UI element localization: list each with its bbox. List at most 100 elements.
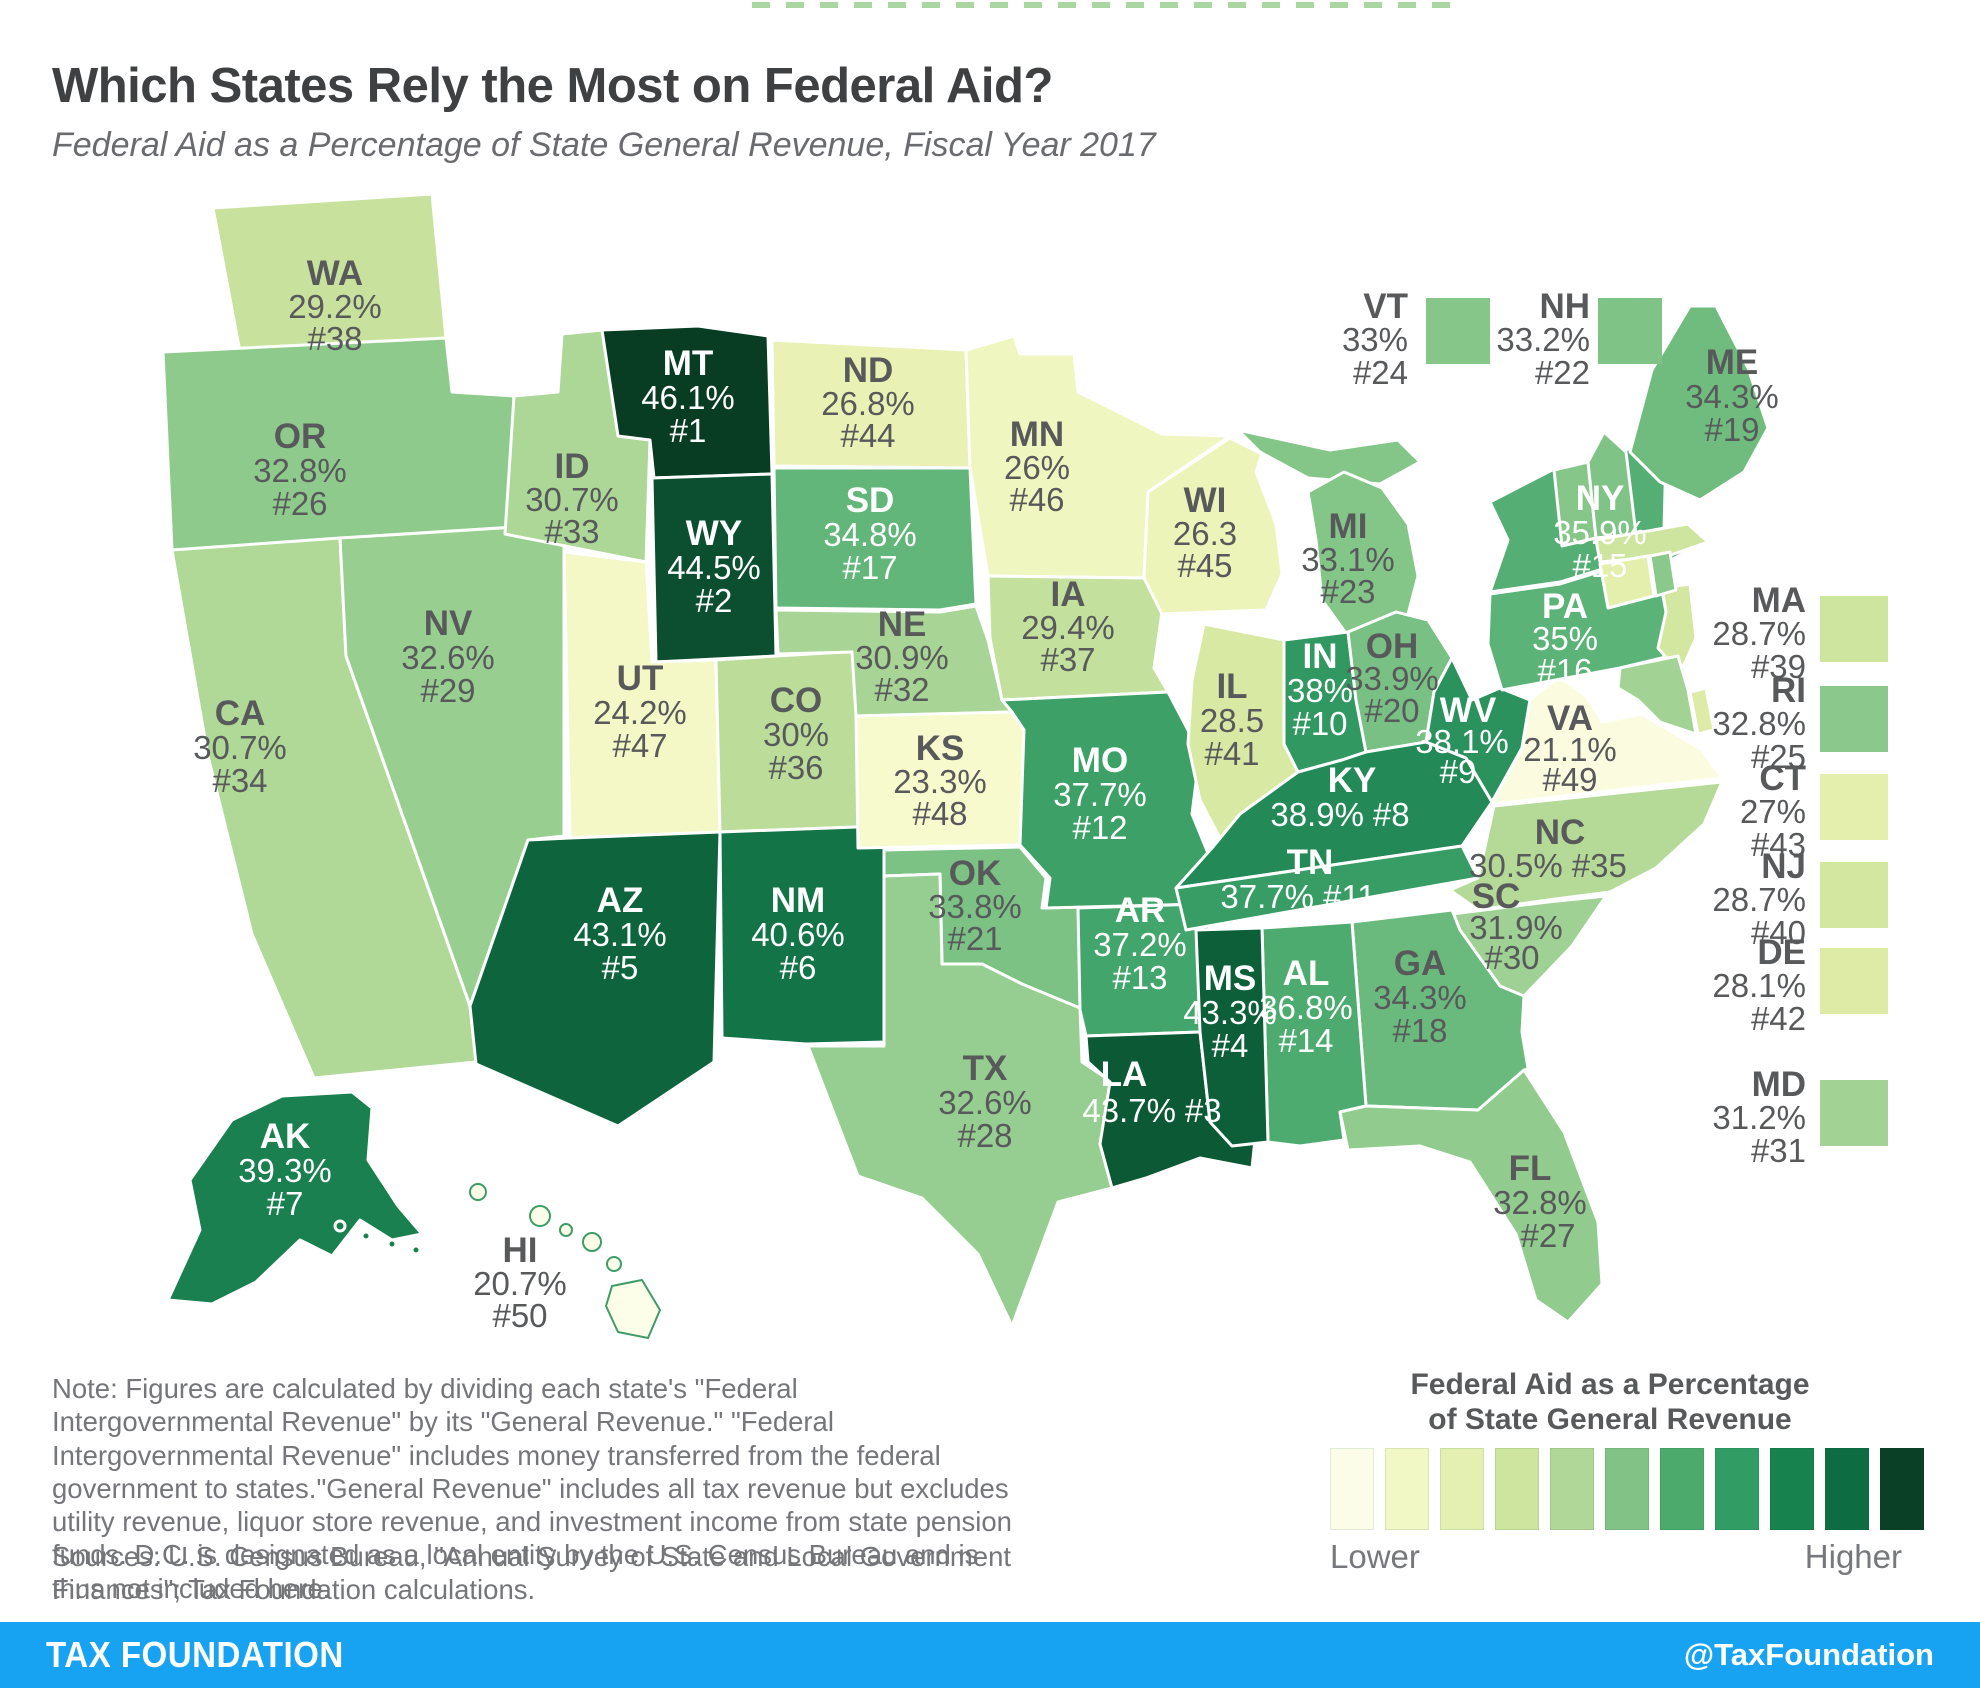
state-label-ca: CA 30.7% #34 xyxy=(193,694,287,799)
state-ak xyxy=(166,1090,424,1306)
legend-swatch-3 xyxy=(1440,1448,1484,1530)
sources-text: Sources: U.S. Census Bureau, "Annual Sur… xyxy=(52,1541,1012,1606)
state-mn xyxy=(964,334,1232,580)
legend-swatch-7 xyxy=(1660,1448,1704,1530)
state-label-nc: NC 30.5% #35 xyxy=(1469,813,1627,884)
legend-swatch-5 xyxy=(1550,1448,1594,1530)
state-wi xyxy=(1142,436,1284,616)
state-label-ky: KY 38.9% #8 xyxy=(1270,761,1409,833)
legend-swatch-9 xyxy=(1770,1448,1814,1530)
side-entry-md-label: MD 31.2% #31 xyxy=(1712,1065,1806,1169)
twitter-handle: @TaxFoundation xyxy=(1683,1637,1934,1672)
state-label-hi: HI 20.7% #50 xyxy=(473,1231,567,1334)
legend-title: Federal Aid as a Percentage of State Gen… xyxy=(1320,1368,1900,1437)
legend-swatch-6 xyxy=(1605,1448,1649,1530)
state-label-or: OR 32.8% #26 xyxy=(253,417,347,522)
state-de xyxy=(1688,686,1716,736)
side-entry-ri-swatch xyxy=(1820,686,1888,752)
state-md xyxy=(1616,654,1698,736)
state-label-ks: KS 23.3% #48 xyxy=(893,729,987,832)
state-label-ny: NY 35.9% #15 xyxy=(1553,479,1647,584)
page-subtitle: Federal Aid as a Percentage of State Gen… xyxy=(52,126,1156,164)
state-va xyxy=(1490,674,1724,806)
state-sd xyxy=(772,466,978,612)
state-label-oh: OH 33.9% #20 xyxy=(1345,627,1439,729)
page-title: Which States Rely the Most on Federal Ai… xyxy=(52,59,1053,113)
state-fl xyxy=(1338,1068,1604,1324)
state-az xyxy=(468,830,722,1128)
state-label-me: ME 34.3% #19 xyxy=(1685,343,1779,448)
side-entry-ct-label: CT 27% #43 xyxy=(1740,759,1806,863)
side-entry-ri-label: RI 32.8% #25 xyxy=(1712,671,1806,775)
state-label-nv: NV 32.6% #29 xyxy=(401,604,495,709)
side-entry-nj-label: NJ 28.7% #40 xyxy=(1712,847,1806,951)
state-label-sc: SC 31.9% #30 xyxy=(1469,877,1563,976)
state-label-wa: WA 29.2% #38 xyxy=(288,254,382,357)
state-ri xyxy=(1648,550,1678,598)
state-nh xyxy=(1586,430,1638,540)
state-label-va: VA 21.1% #49 xyxy=(1523,699,1617,798)
side-entry-de-swatch xyxy=(1820,948,1888,1014)
state-wv xyxy=(1424,656,1532,804)
state-label-ne: NE 30.9% #32 xyxy=(855,605,949,708)
state-label-in: IN 38% #10 xyxy=(1287,637,1353,742)
side-entry-vt-label: VT 33% #24 xyxy=(1342,287,1408,391)
legend-title-line1: Federal Aid as a Percentage xyxy=(1410,1368,1810,1401)
state-label-al: AL 36.8% #14 xyxy=(1259,954,1353,1059)
side-entry-vt-swatch xyxy=(1426,298,1490,364)
state-label-la: LA 43.7% #3 xyxy=(1082,1055,1221,1129)
footer-bar: TAX FOUNDATION @TaxFoundation xyxy=(0,1622,1980,1688)
side-entry-ct-swatch xyxy=(1820,774,1888,840)
legend-swatch-2 xyxy=(1385,1448,1429,1530)
state-label-il: IL 28.5 #41 xyxy=(1200,667,1264,772)
side-entry-nj-swatch xyxy=(1820,862,1888,928)
state-label-pa: PA 35% #16 xyxy=(1532,587,1598,689)
legend-title-line2: of State General Revenue xyxy=(1428,1402,1792,1436)
state-ms xyxy=(1194,926,1270,1148)
side-entry-nh-swatch xyxy=(1598,298,1662,364)
state-hi xyxy=(469,1183,661,1339)
state-label-sd: SD 34.8% #17 xyxy=(823,481,917,586)
state-label-ia: IA 29.4% #37 xyxy=(1021,575,1115,678)
legend-scale-labels: Lower Higher xyxy=(1330,1538,1902,1576)
legend-swatch-1 xyxy=(1330,1448,1374,1530)
state-label-ut: UT 24.2% #47 xyxy=(593,659,687,764)
state-label-mo: MO 37.7% #12 xyxy=(1053,741,1147,846)
state-label-ok: OK 33.8% #21 xyxy=(928,854,1022,957)
state-label-wi: WI 26.3 #45 xyxy=(1173,481,1237,584)
state-label-tx: TX 32.6% #28 xyxy=(938,1049,1032,1154)
state-ma xyxy=(1594,522,1710,564)
state-label-wy: WY 44.5% #2 xyxy=(667,514,761,619)
state-label-ga: GA 34.3% #18 xyxy=(1373,944,1467,1049)
state-label-mn: MN 26% #46 xyxy=(1004,415,1070,518)
tax-foundation-logo: TAX FOUNDATION xyxy=(46,1634,344,1675)
side-entry-de-label: DE 28.1% #42 xyxy=(1712,933,1806,1037)
side-entry-ma-swatch xyxy=(1820,596,1888,662)
state-label-tn: TN 37.7% #11 xyxy=(1220,843,1375,915)
clipped-canada-border-dashes xyxy=(752,2,1458,8)
state-label-ak: AK 39.3% #7 xyxy=(238,1117,332,1222)
state-label-ms: MS 43.3% #4 xyxy=(1183,959,1277,1064)
legend-higher-label: Higher xyxy=(1804,1538,1902,1575)
state-label-co: CO 30% #36 xyxy=(763,681,829,786)
state-mi xyxy=(1236,428,1422,638)
legend-lower-label: Lower xyxy=(1330,1538,1420,1575)
state-label-fl: FL 32.8% #27 xyxy=(1493,1149,1587,1254)
state-ct xyxy=(1598,554,1656,610)
side-entry-nh-label: NH 33.2% #22 xyxy=(1496,287,1590,391)
legend-swatch-8 xyxy=(1715,1448,1759,1530)
state-me xyxy=(1628,304,1770,502)
state-label-mt: MT 46.1% #1 xyxy=(641,344,735,449)
note-text: Note: Figures are calculated by dividing… xyxy=(52,1373,1012,1604)
legend-swatch-11 xyxy=(1880,1448,1924,1530)
side-entry-md-swatch xyxy=(1820,1080,1888,1146)
legend-color-scale xyxy=(1330,1448,1924,1530)
us-choropleth-map: MT 46.1% #1 WY 44.5% #2 LA 43.7% #3 MS 43.3% #4 … xyxy=(161,192,1888,1339)
state-label-id: ID 30.7% #33 xyxy=(525,447,619,550)
state-label-wv: WV 38.1% #9 xyxy=(1415,691,1509,790)
state-label-az: AZ 43.1% #5 xyxy=(573,881,667,986)
state-nc xyxy=(1448,780,1724,912)
state-label-nd: ND 26.8% #44 xyxy=(821,351,915,454)
state-or xyxy=(161,336,516,552)
